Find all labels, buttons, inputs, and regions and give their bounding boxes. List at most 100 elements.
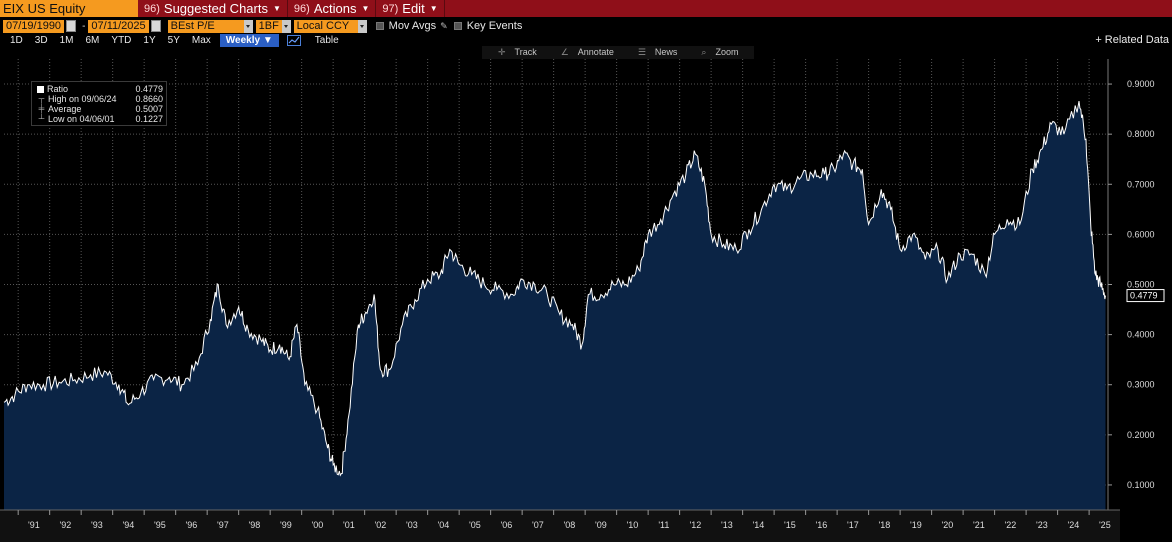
x-tick-label: '94 (123, 520, 135, 530)
field-select[interactable]: BEst P/E (167, 19, 244, 33)
x-tick-label: '14 (753, 520, 765, 530)
track-label: Track (514, 47, 537, 57)
chevron-down-icon: ▼ (262, 35, 273, 46)
calendar-icon[interactable] (66, 20, 77, 32)
line-chart-icon[interactable] (286, 35, 301, 46)
x-tick-label: '06 (501, 520, 513, 530)
x-tick-label: '25 (1099, 520, 1111, 530)
zoom-label: Zoom (715, 47, 739, 57)
x-tick-label: '04 (438, 520, 450, 530)
x-tick-label: '98 (249, 520, 261, 530)
actions-menu[interactable]: 96) Actions ▼ (288, 0, 377, 17)
x-tick-label: '92 (60, 520, 72, 530)
average-marker-icon: ╪ (38, 104, 45, 113)
field-dropdown-icon[interactable] (243, 19, 253, 33)
period-row: 1D 3D 1M 6M YTD 1Y 5Y Max Weekly ▼ Table… (0, 34, 1172, 47)
legend-high-value: 0.8660 (135, 94, 163, 104)
period-max[interactable]: Max (191, 35, 211, 46)
x-tick-label: '16 (816, 520, 828, 530)
y-tick-label: 0.6000 (1127, 229, 1155, 239)
x-tick-label: '18 (878, 520, 890, 530)
currency-select[interactable]: Local CCY (293, 19, 358, 33)
news-button[interactable]: ☰ News (632, 47, 684, 58)
controls-row: 07/19/1990 - 07/11/2025 BEst P/E 1BF Loc… (0, 18, 1172, 34)
chart-legend[interactable]: Ratio 0.4779 ┬ High on 09/06/24 0.8660 ╪ A… (31, 81, 167, 126)
date-separator: - (82, 20, 86, 32)
period-code-select[interactable]: 1BF (255, 19, 282, 33)
x-tick-label: '15 (784, 520, 796, 530)
menu-number: 97) (382, 2, 399, 15)
x-tick-label: '91 (28, 520, 40, 530)
x-tick-label: '95 (154, 520, 166, 530)
legend-row-high: ┬ High on 09/06/24 0.8660 (37, 94, 163, 104)
x-axis-band (0, 510, 1120, 542)
x-tick-label: '01 (343, 520, 355, 530)
x-tick-label: '21 (973, 520, 985, 530)
legend-high-label: High on 09/06/24 (48, 94, 117, 104)
period-1m[interactable]: 1M (59, 35, 74, 46)
y-tick-label: 0.8000 (1127, 129, 1155, 139)
legend-row-low: ┴ Low on 04/06/01 0.1227 (37, 114, 163, 124)
table-button[interactable]: Table (314, 35, 339, 46)
x-tick-label: '96 (186, 520, 198, 530)
start-date-field[interactable]: 07/19/1990 (3, 19, 65, 33)
legend-low-label: Low on 04/06/01 (48, 114, 115, 124)
ratio-chart[interactable]: 0.1000 0.2000 0.3000 0.4000 0.5000 0.6000 0.70… (0, 47, 1172, 542)
line-chart-glyph (288, 36, 300, 44)
y-tick-label: 0.4000 (1127, 330, 1155, 340)
key-events-label[interactable]: Key Events (466, 20, 523, 32)
mov-avgs-label[interactable]: Mov Avgs (388, 20, 437, 32)
period-dropdown-icon[interactable] (281, 19, 291, 33)
period-1d[interactable]: 1D (10, 35, 23, 46)
low-marker-icon: ┴ (38, 114, 45, 123)
news-label: News (654, 47, 678, 57)
ticker-field[interactable]: EIX US Equity (0, 0, 138, 17)
edit-menu[interactable]: 97) Edit ▼ (376, 0, 445, 17)
x-tick-label: '08 (564, 520, 576, 530)
currency-dropdown-icon[interactable] (357, 19, 367, 33)
chevron-down-icon: ▼ (272, 4, 281, 13)
x-tick-label: '93 (91, 520, 103, 530)
chart-toolbox: ✛ Track ∠ Annotate ☰ News ⌕ Zoom (482, 46, 755, 59)
suggested-charts-menu[interactable]: 96) Suggested Charts ▼ (138, 0, 288, 17)
x-tick-label: '10 (627, 520, 639, 530)
legend-last-value: 0.4779 (135, 84, 163, 94)
high-marker-icon: ┬ (38, 94, 45, 103)
end-date-field[interactable]: 07/11/2025 (88, 19, 149, 33)
top-bar: EIX US Equity 96) Suggested Charts ▼ 96)… (0, 0, 1172, 17)
menu-label: Actions (313, 1, 357, 16)
period-1y[interactable]: 1Y (143, 35, 156, 46)
last-value-label: 0.4779 (1130, 291, 1158, 301)
track-button[interactable]: ✛ Track (492, 47, 543, 58)
legend-average-value: 0.5007 (135, 104, 163, 114)
frequency-select[interactable]: Weekly ▼ (219, 34, 279, 47)
x-tick-label: '23 (1036, 520, 1048, 530)
zoom-button[interactable]: ⌕ Zoom (695, 47, 744, 58)
mov-avgs-checkbox[interactable] (375, 22, 384, 30)
key-events-checkbox[interactable] (453, 22, 462, 30)
period-ytd[interactable]: YTD (111, 35, 132, 46)
x-tick-label: '99 (280, 520, 292, 530)
x-tick-label: '12 (690, 520, 702, 530)
legend-average-label: Average (48, 104, 82, 114)
track-icon: ✛ (498, 47, 506, 57)
x-tick-label: '97 (217, 520, 229, 530)
y-tick-label: 0.5000 (1127, 280, 1155, 290)
period-3d[interactable]: 3D (34, 35, 48, 46)
zoom-icon: ⌕ (701, 47, 707, 57)
news-icon: ☰ (637, 47, 646, 57)
menu-number: 96) (144, 2, 160, 15)
legend-row-average: ╪ Average 0.5007 (37, 104, 163, 114)
calendar-icon[interactable] (150, 20, 161, 32)
pencil-icon[interactable]: ✎ (440, 20, 448, 31)
x-tick-label: '22 (1004, 520, 1016, 530)
chevron-down-icon: ▼ (361, 4, 370, 13)
related-data-button[interactable]: + Related Data (1095, 34, 1169, 46)
ratio-area (4, 101, 1106, 510)
period-5y[interactable]: 5Y (167, 35, 180, 46)
x-tick-label: '00 (312, 520, 324, 530)
annotate-label: Annotate (577, 47, 614, 57)
x-tick-label: '24 (1067, 520, 1079, 530)
annotate-button[interactable]: ∠ Annotate (555, 47, 620, 58)
period-6m[interactable]: 6M (85, 35, 100, 46)
